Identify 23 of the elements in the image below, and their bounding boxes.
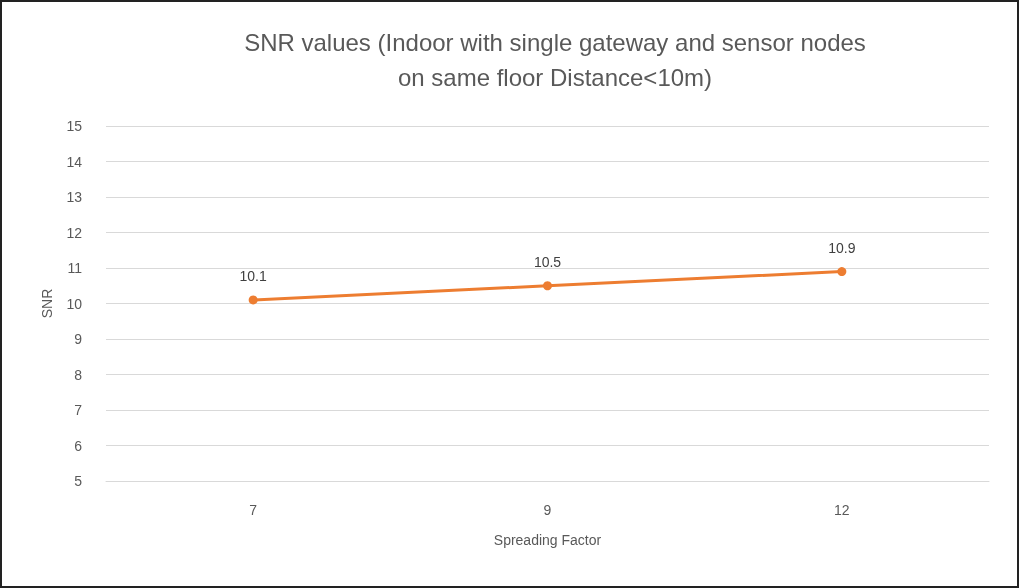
point (543, 281, 552, 291)
point (248, 295, 258, 305)
y-tick-label: 13 (66, 189, 83, 205)
x-axis-title: Spreading Factor (493, 532, 602, 548)
y-tick-label: 8 (74, 366, 83, 383)
y-tick-label: 6 (74, 437, 83, 454)
y-tick-label: 11 (67, 260, 83, 276)
chart-title: SNR values (Indoor with single gateway and sensor nodes on same floor Distance<10m) (244, 29, 866, 91)
x-tick-label: 7 (249, 502, 258, 518)
y-tick-label: 12 (66, 224, 83, 241)
y-tick-label: 9 (74, 331, 83, 347)
x-tick-label: 12 (834, 502, 850, 518)
x-tick-label: 9 (543, 502, 552, 518)
y-tick-label: 7 (74, 402, 83, 418)
y-axis-title: SNR (39, 288, 55, 319)
y-tick-label: 5 (74, 473, 83, 489)
y-tick-label: 14 (66, 153, 83, 170)
data-label: 10.9 (828, 240, 856, 257)
data-label: 10.1 (239, 268, 267, 285)
y-tick-label: 10 (66, 295, 83, 312)
data-label: 10.5 (533, 254, 562, 271)
point (837, 267, 847, 277)
y-tick-label: 15 (66, 118, 83, 134)
